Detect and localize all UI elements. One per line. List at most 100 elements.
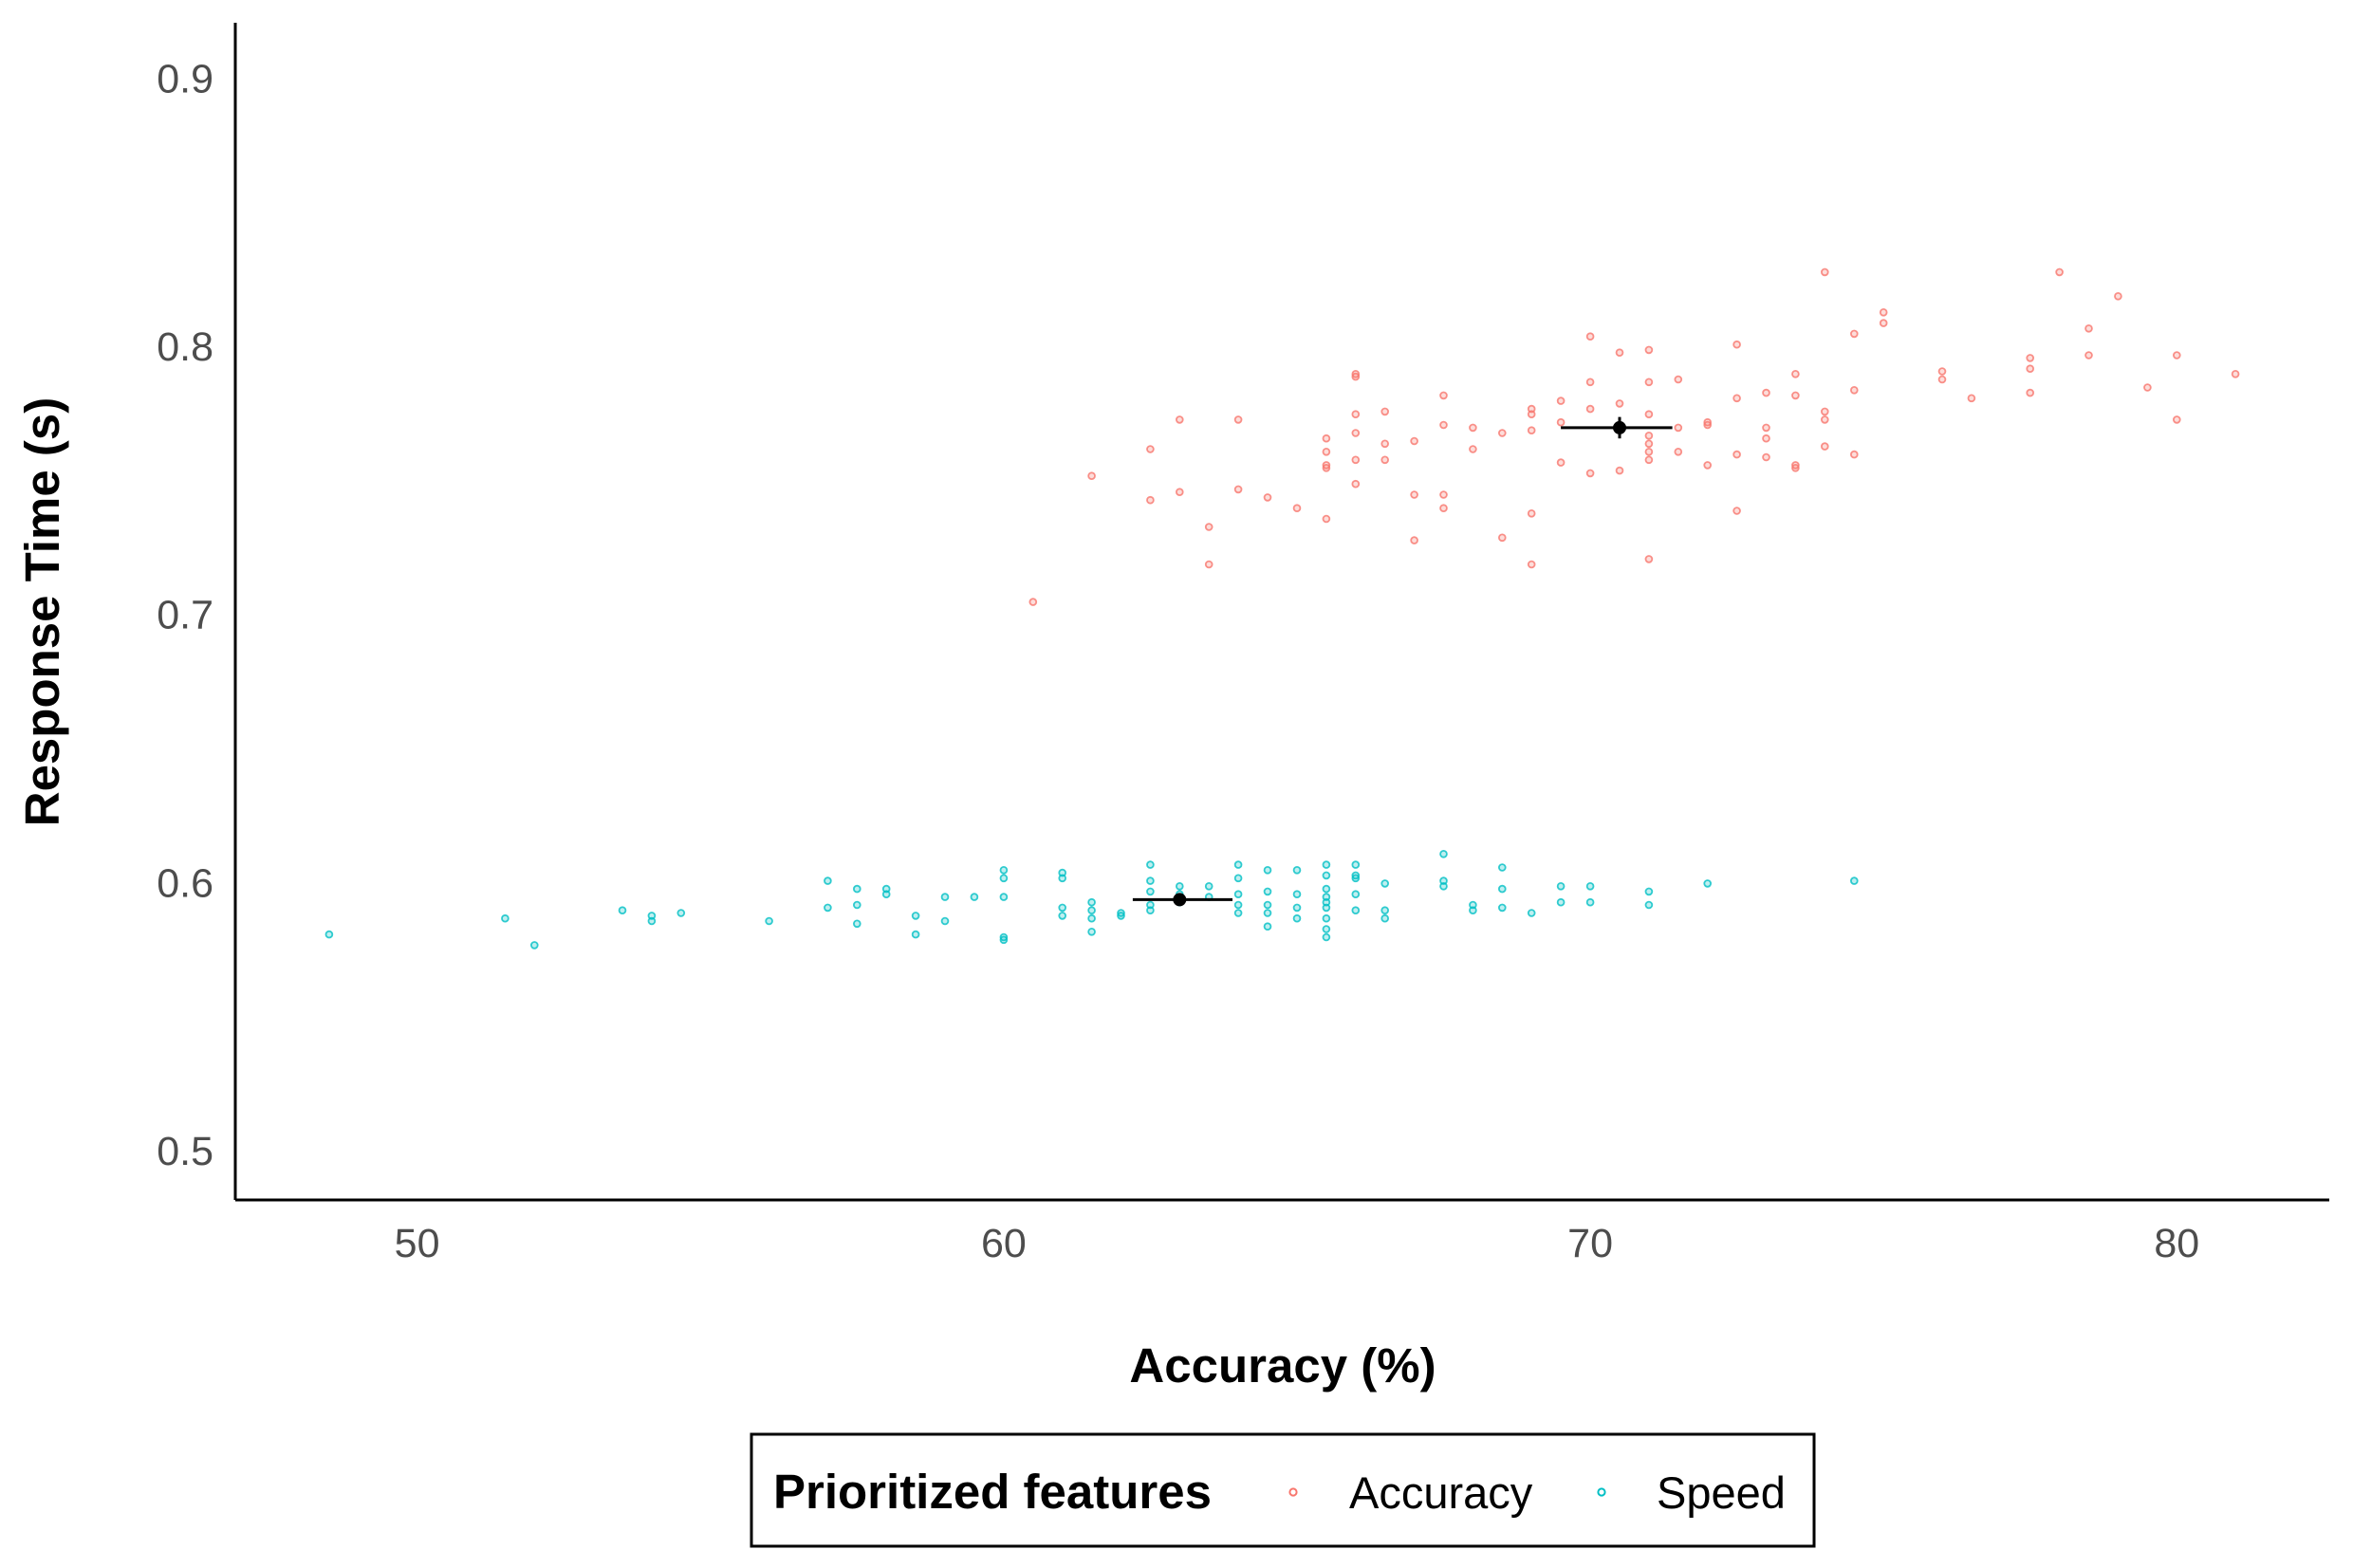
data-point-speed — [324, 930, 334, 939]
data-point-speed — [1322, 903, 1331, 913]
data-point-speed — [1058, 912, 1066, 920]
data-points — [324, 267, 2240, 950]
data-point-accuracy — [1439, 490, 1448, 499]
data-point-accuracy — [1292, 504, 1302, 512]
data-point-accuracy — [1644, 555, 1654, 563]
data-point-accuracy — [1732, 450, 1741, 459]
data-point-accuracy — [1674, 447, 1683, 456]
data-point-accuracy — [1762, 423, 1770, 433]
y-tick-label: 0.7 — [157, 593, 213, 638]
y-tick-label: 0.6 — [157, 860, 213, 906]
data-point-accuracy — [1585, 332, 1595, 341]
data-point-accuracy — [1732, 340, 1741, 349]
data-point-accuracy — [2084, 323, 2093, 333]
legend-label-speed: Speed — [1657, 1467, 1786, 1518]
data-point-accuracy — [1204, 523, 1214, 531]
data-point-accuracy — [1351, 372, 1361, 381]
data-point-accuracy — [2055, 267, 2064, 277]
data-point-accuracy — [1351, 455, 1361, 465]
data-point-accuracy — [1850, 450, 1859, 459]
data-point-accuracy — [1204, 560, 1214, 569]
data-point-speed — [852, 884, 862, 894]
data-point-speed — [1176, 881, 1184, 891]
data-point-speed — [1058, 874, 1066, 883]
data-point-accuracy — [1322, 514, 1331, 524]
data-point-speed — [1263, 865, 1272, 875]
data-point-accuracy — [2026, 388, 2035, 397]
x-tick-labels: 50 60 70 80 — [395, 1221, 2200, 1266]
data-point-accuracy — [2173, 351, 2181, 360]
data-point-speed — [1263, 922, 1272, 931]
legend-title: Prioritized features — [773, 1465, 1212, 1519]
data-point-speed — [1351, 890, 1361, 898]
data-point-speed — [1322, 860, 1331, 869]
data-point-accuracy — [2026, 354, 2035, 362]
x-tick-label: 50 — [395, 1221, 440, 1266]
y-tick-labels: 0.5 0.6 0.7 0.8 0.9 — [157, 56, 213, 1174]
data-point-accuracy — [1674, 423, 1683, 433]
data-point-speed — [852, 919, 862, 929]
data-point-speed — [1556, 881, 1566, 891]
data-point-accuracy — [1176, 488, 1184, 496]
data-point-accuracy — [1380, 407, 1389, 416]
data-point-accuracy — [1556, 397, 1566, 405]
data-point-accuracy — [1644, 345, 1654, 355]
data-point-speed — [1322, 871, 1331, 880]
data-point-accuracy — [1732, 507, 1741, 515]
data-point-accuracy — [1527, 560, 1536, 569]
data-point-accuracy — [1937, 367, 1947, 376]
data-point-speed — [1233, 860, 1243, 869]
data-point-accuracy — [1322, 434, 1331, 443]
data-point-speed — [911, 930, 920, 939]
data-point-speed — [1439, 881, 1448, 891]
data-point-accuracy — [1410, 536, 1418, 544]
data-point-accuracy — [1028, 598, 1038, 606]
data-point-accuracy — [1585, 378, 1595, 387]
data-point-accuracy — [1322, 447, 1331, 456]
data-point-accuracy — [2114, 291, 2122, 301]
data-point-speed — [1087, 897, 1096, 907]
legend-key-accuracy — [1288, 1487, 1298, 1497]
data-point-speed — [970, 893, 979, 901]
data-point-speed — [618, 906, 627, 914]
data-point-accuracy — [1703, 420, 1712, 430]
data-point-accuracy — [1791, 391, 1800, 400]
data-point-accuracy — [1351, 429, 1361, 437]
data-point-accuracy — [1762, 434, 1770, 443]
data-point-accuracy — [1498, 429, 1507, 437]
data-point-accuracy — [2231, 369, 2240, 378]
data-point-accuracy — [1233, 485, 1243, 494]
data-point-speed — [1585, 881, 1595, 891]
data-point-accuracy — [1527, 426, 1536, 435]
data-point-speed — [1233, 900, 1243, 910]
data-point-speed — [1469, 906, 1477, 914]
data-point-speed — [1146, 876, 1155, 885]
data-point-speed — [1644, 887, 1654, 896]
legend-box — [750, 1432, 1816, 1548]
data-point-accuracy — [1937, 375, 1947, 384]
data-point-speed — [1146, 860, 1155, 869]
mean-point-accuracy — [1613, 420, 1626, 434]
data-point-accuracy — [1176, 415, 1184, 424]
data-point-accuracy — [1439, 420, 1448, 430]
x-tick-label: 80 — [2154, 1221, 2199, 1266]
data-point-accuracy — [1791, 463, 1800, 472]
data-point-speed — [911, 912, 920, 920]
data-point-accuracy — [1146, 495, 1155, 505]
data-point-speed — [824, 876, 832, 885]
data-point-speed — [1498, 903, 1507, 913]
data-point-speed — [1380, 913, 1389, 923]
data-point-accuracy — [1615, 399, 1624, 408]
data-point-speed — [1146, 900, 1155, 910]
data-point-speed — [1292, 865, 1302, 875]
data-point-accuracy — [1351, 410, 1361, 419]
data-point-speed — [1556, 897, 1566, 907]
data-point-accuracy — [1762, 452, 1770, 462]
data-point-accuracy — [1762, 388, 1770, 397]
data-point-speed — [1233, 874, 1243, 883]
data-point-accuracy — [1351, 479, 1361, 489]
data-point-speed — [1146, 887, 1155, 896]
data-point-speed — [1498, 863, 1507, 872]
data-point-speed — [1087, 913, 1096, 923]
